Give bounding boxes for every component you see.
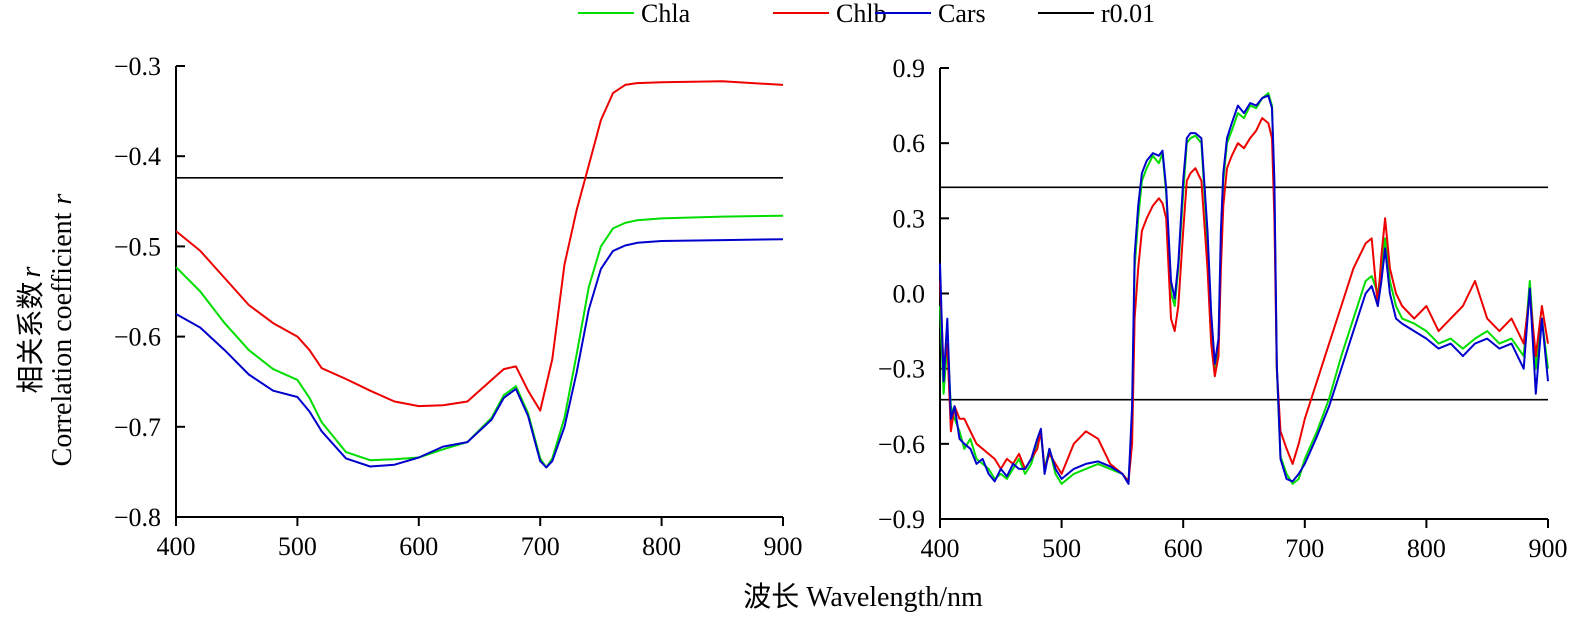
right-xtick-label: 500 <box>1042 534 1081 563</box>
left-ytick-label: −0.6 <box>114 323 161 352</box>
left-ytick-label: −0.5 <box>114 232 161 261</box>
left-ytick-label: −0.4 <box>114 142 161 171</box>
left-panel: −0.8 −0.7 −0.6 −0.5 −0.4 −0.3 400 500 600 700 800 9… <box>114 52 803 561</box>
left-ytick-label: −0.7 <box>114 413 161 442</box>
left-xtick-label: 600 <box>399 532 438 561</box>
right-ytick-label: −0.6 <box>878 430 925 459</box>
right-xtick-label: 400 <box>921 534 960 563</box>
legend-label-chla: Chla <box>641 0 691 28</box>
legend: Chla Chlb Cars r0.01 <box>578 0 1155 28</box>
right-xtick-label: 800 <box>1407 534 1446 563</box>
right-series-chlb <box>939 117 1549 483</box>
right-ytick-label: −0.9 <box>878 505 925 534</box>
left-xtick-label: 400 <box>157 532 196 561</box>
right-ytick-label: −0.3 <box>878 355 925 384</box>
left-series-chlb <box>175 80 784 412</box>
right-panel: −0.9 −0.6 −0.3 0.0 0.3 0.6 0.9 400 500 600 700 800 9… <box>878 54 1568 563</box>
right-ytick-label: 0.0 <box>893 280 926 309</box>
legend-label-r0.01: r0.01 <box>1101 0 1155 28</box>
right-series-chla <box>939 92 1549 485</box>
right-ytick-label: 0.3 <box>893 204 926 233</box>
right-xtick-label: 600 <box>1164 534 1203 563</box>
left-ytick-label: −0.8 <box>114 503 161 532</box>
x-axis-title: 波长 Wavelength/nm <box>743 581 983 613</box>
right-xtick-label: 700 <box>1285 534 1324 563</box>
left-xtick-label: 900 <box>764 532 803 561</box>
legend-label-cars: Cars <box>938 0 986 28</box>
left-xtick-label: 800 <box>642 532 681 561</box>
left-xtick-label: 500 <box>278 532 317 561</box>
right-ytick-label: 0.6 <box>893 129 926 158</box>
right-series-cars <box>939 94 1549 485</box>
right-xtick-label: 900 <box>1529 534 1568 563</box>
y-axis-title-cn: 相关系数r <box>15 266 47 393</box>
y-axis-title: 相关系数r Correlation coefficientr <box>15 194 78 467</box>
left-xtick-label: 700 <box>521 532 560 561</box>
left-series-cars <box>175 238 784 469</box>
right-ytick-label: 0.9 <box>893 54 926 83</box>
left-series-chla <box>175 214 784 469</box>
y-axis-title-en: Correlation coefficientr <box>47 194 78 467</box>
left-ytick-label: −0.3 <box>114 52 161 81</box>
